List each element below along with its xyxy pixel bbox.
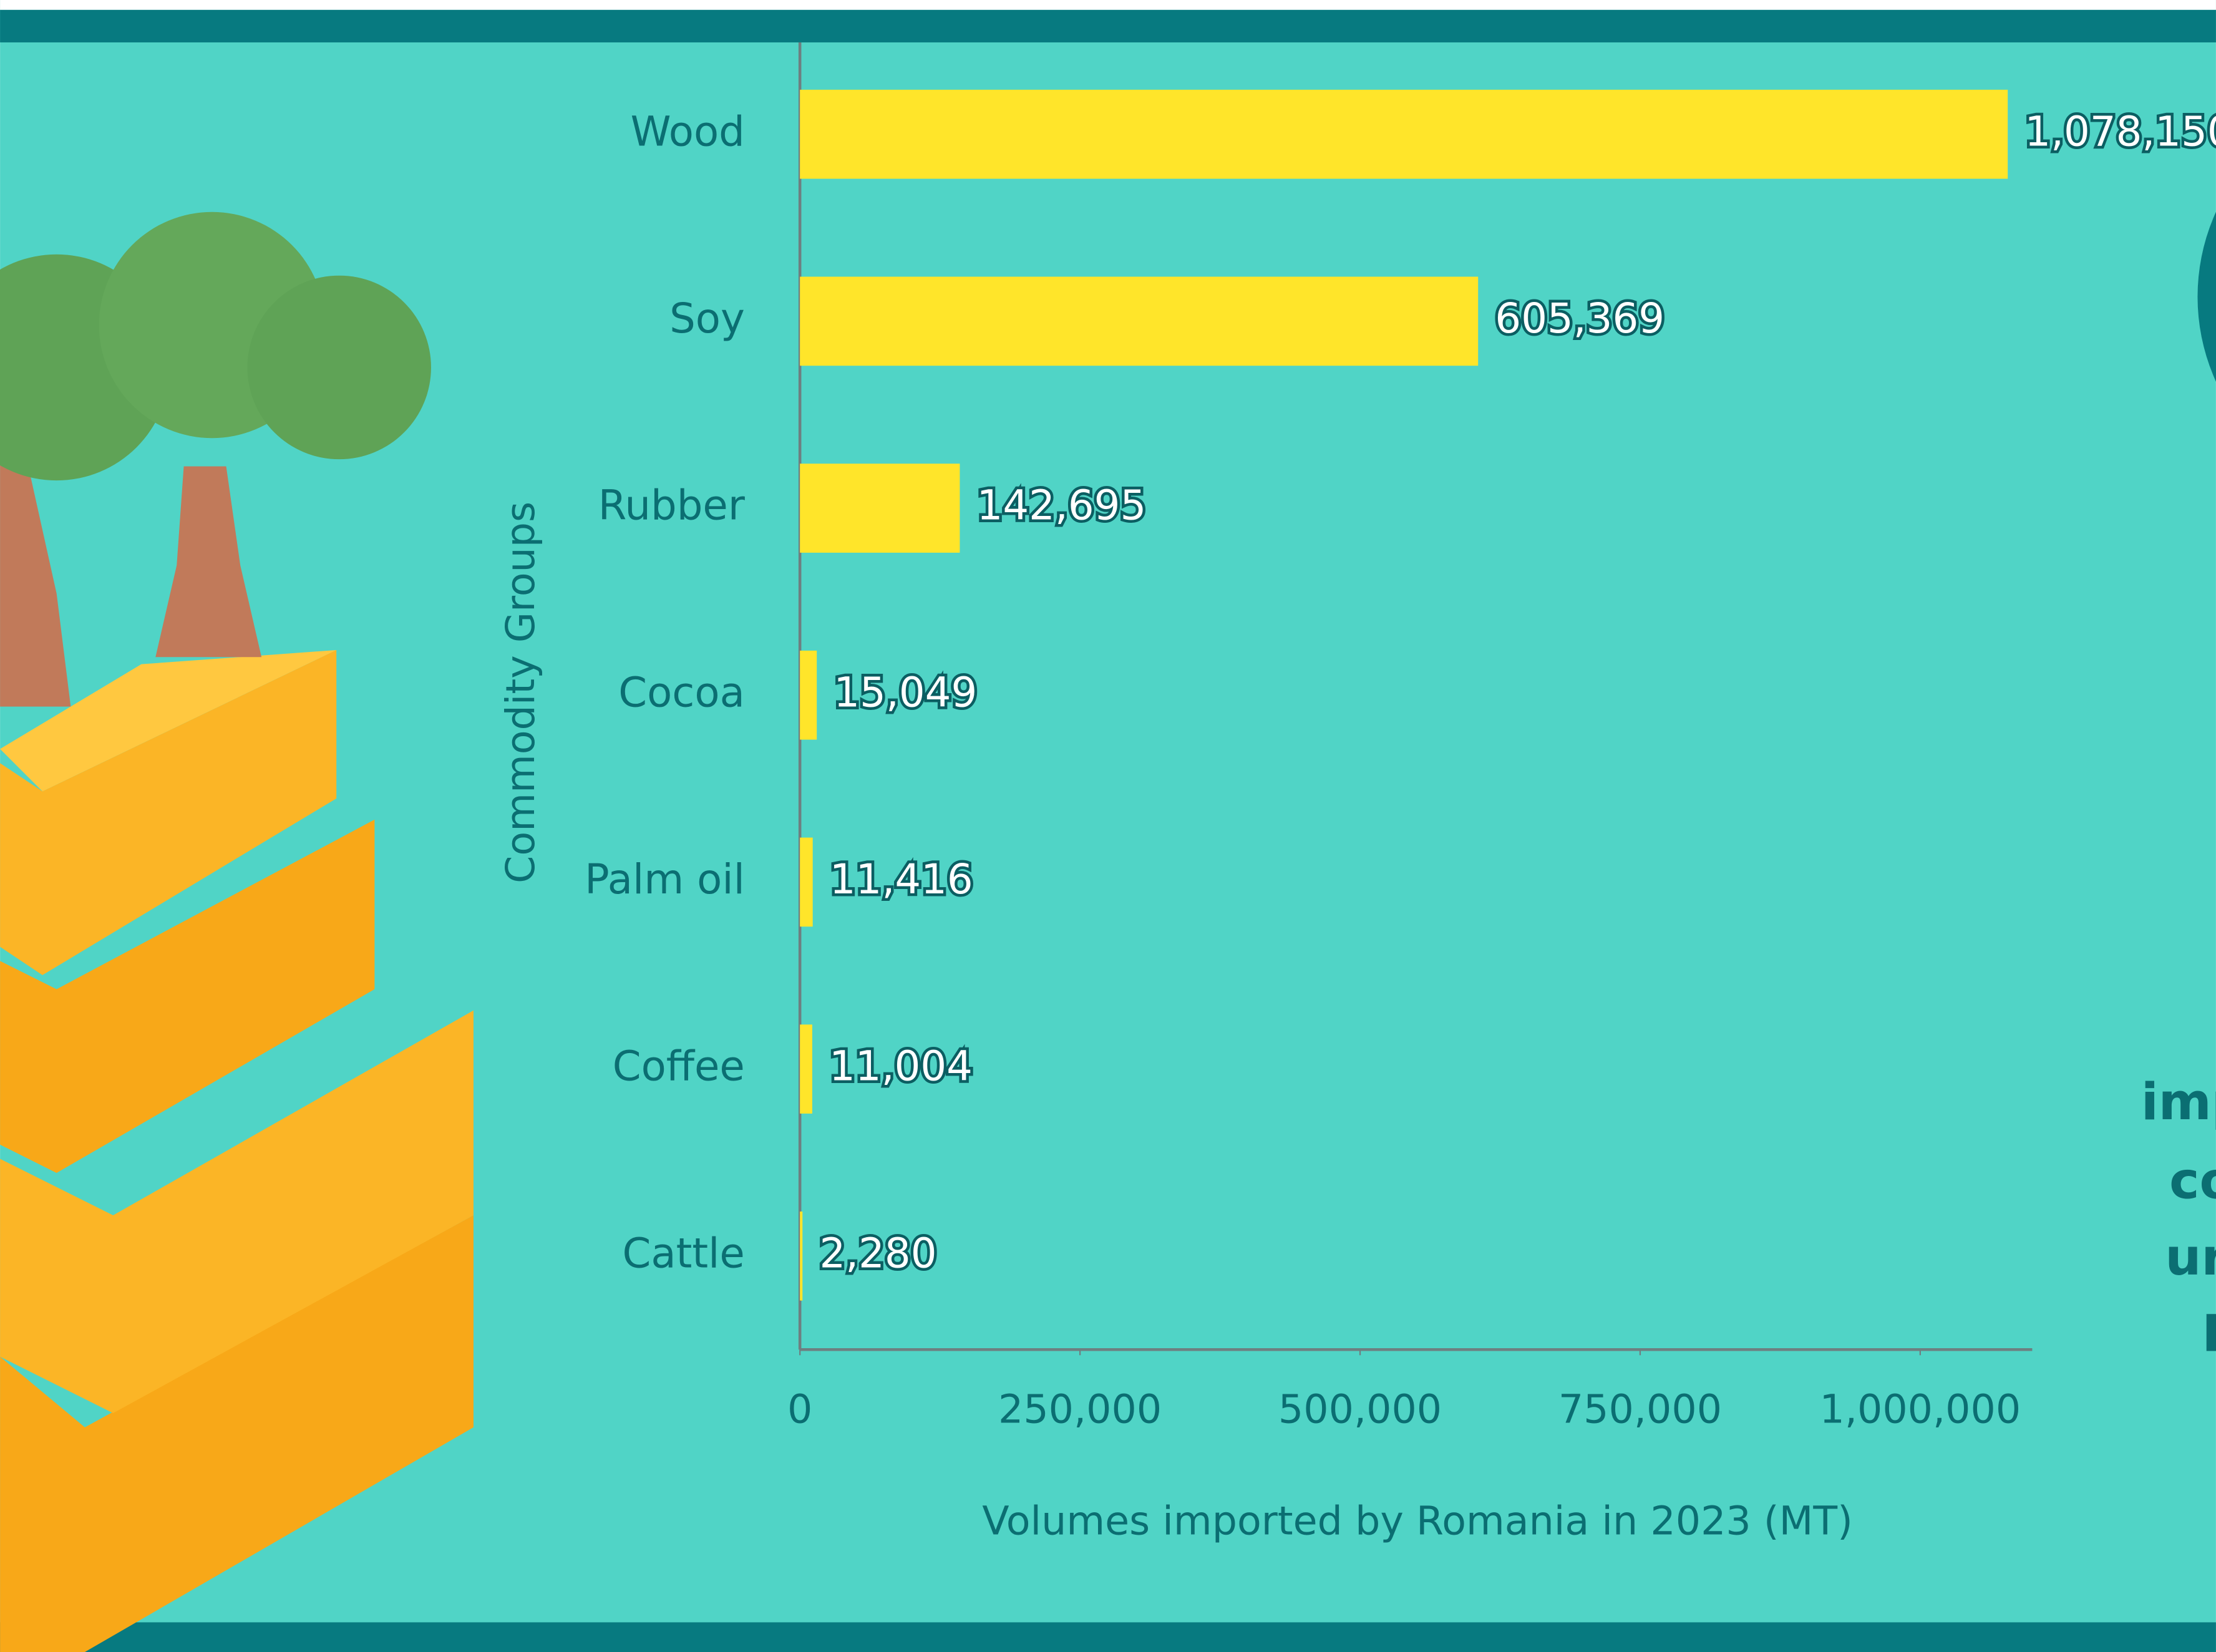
side-note-line: co bbox=[2169, 1152, 2216, 1211]
bottom-band bbox=[0, 1622, 2216, 1652]
bar bbox=[800, 1211, 803, 1301]
x-tick-label: 500,000 bbox=[1278, 1386, 1442, 1432]
y-tick-label: Soy bbox=[669, 295, 745, 343]
top-edge bbox=[0, 0, 2216, 10]
y-tick-label: Rubber bbox=[598, 482, 745, 530]
bar bbox=[800, 1024, 812, 1114]
bar bbox=[800, 650, 817, 740]
value-label: 142,695 bbox=[977, 482, 1147, 530]
x-tick-label: 250,000 bbox=[998, 1386, 1162, 1432]
side-note-line: imp bbox=[2141, 1072, 2216, 1132]
x-tick-label: 0 bbox=[787, 1386, 812, 1432]
side-note-line: ur bbox=[2165, 1228, 2216, 1287]
bar bbox=[800, 837, 813, 927]
bar bbox=[800, 89, 2008, 179]
y-tick-label: Coffee bbox=[613, 1043, 745, 1091]
y-tick-label: Palm oil bbox=[585, 856, 745, 903]
x-axis-title: Volumes imported by Romania in 2023 (MT) bbox=[982, 1497, 1853, 1543]
value-label: 11,004 bbox=[829, 1043, 973, 1091]
bar bbox=[800, 276, 1479, 366]
y-tick-label: Wood bbox=[631, 108, 745, 155]
containers-illustration bbox=[0, 649, 474, 1652]
y-tick-label: Cocoa bbox=[618, 669, 745, 716]
x-tick-label: 750,000 bbox=[1558, 1386, 1722, 1432]
value-label: 1,078,150 bbox=[2024, 108, 2216, 155]
bar bbox=[800, 464, 960, 553]
side-note-line: I bbox=[2202, 1304, 2216, 1363]
value-label: 2,280 bbox=[819, 1230, 936, 1277]
x-tick-label: 1,000,000 bbox=[1820, 1386, 2021, 1432]
y-tick-label: Cattle bbox=[623, 1230, 745, 1277]
top-band bbox=[0, 9, 2216, 42]
y-axis-title: Commodity Groups bbox=[497, 502, 543, 883]
value-label: 15,049 bbox=[833, 669, 977, 716]
value-label: 605,369 bbox=[1495, 295, 1664, 343]
value-label: 11,416 bbox=[830, 856, 973, 903]
decor-circle bbox=[2197, 211, 2216, 382]
trees-illustration bbox=[0, 211, 431, 707]
